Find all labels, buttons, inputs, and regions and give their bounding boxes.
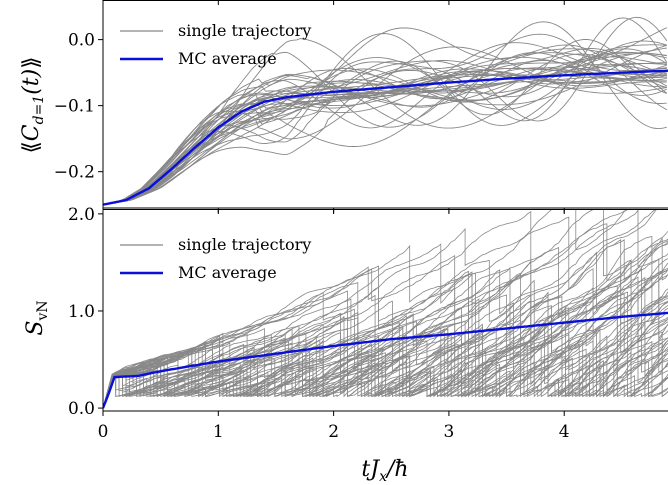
xlabel-rest: /ħ [385, 457, 409, 482]
top-axes-frame [102, 0, 668, 209]
bottom-single-trajectory [103, 240, 668, 409]
bottom-single-trajectory [103, 297, 668, 409]
top-trajectories [103, 16, 668, 206]
panel-top: 0.0 −0.1 −0.2 ⟪Cd=1(t)⟫ single trajectory … [19, 0, 668, 213]
bottom-ticks: 0.0 1.0 2.0 0 1 2 3 4 [68, 205, 570, 442]
top-single-trajectory [103, 53, 667, 206]
bottom-legend: single trajectory MC average [120, 235, 311, 282]
top-ytick-label: −0.2 [54, 163, 95, 183]
bottom-single-trajectory [103, 209, 629, 409]
bottom-ylabel-s: S [23, 321, 48, 336]
top-single-trajectory [103, 42, 667, 206]
top-single-trajectory [103, 16, 668, 206]
top-single-trajectory [103, 46, 667, 206]
bottom-single-trajectory [103, 209, 668, 409]
bottom-ytick-label: 0.0 [68, 399, 95, 419]
bottom-x-axis-label: tJx/ħ [361, 457, 408, 485]
xlabel-t: tJ [361, 457, 380, 482]
bottom-y-axis-label: SvN [23, 300, 51, 335]
bottom-single-trajectory [103, 258, 668, 409]
bottom-single-trajectory [103, 296, 668, 409]
bottom-single-trajectory [103, 243, 668, 409]
top-ticks: 0.0 −0.1 −0.2 [54, 0, 565, 213]
bottom-xtick-label: 0 [98, 422, 109, 442]
panel-bottom: 0.0 1.0 2.0 0 1 2 3 4 SvN tJx/ħ single trajecto… [23, 205, 668, 485]
top-legend-label-trajectory: single trajectory [178, 21, 311, 40]
top-ylabel-c: C [19, 124, 44, 141]
top-ylabel-close: ⟫ [19, 57, 44, 69]
bottom-ytick-label: 2.0 [68, 205, 95, 225]
bottom-single-trajectory [103, 241, 668, 409]
bottom-single-trajectory [103, 295, 668, 409]
top-single-trajectory [103, 67, 667, 206]
top-single-trajectory [103, 27, 668, 206]
bottom-mc-average-line [103, 311, 668, 409]
top-single-trajectory [103, 60, 667, 206]
bottom-legend-label-trajectory: single trajectory [178, 235, 311, 254]
bottom-single-trajectory [103, 321, 668, 409]
bottom-ylabel-sub: vN [35, 300, 51, 321]
top-single-trajectory [103, 33, 667, 206]
top-single-trajectory [103, 68, 667, 206]
bottom-single-trajectory [103, 300, 668, 409]
xlabel-sub: x [379, 469, 387, 485]
bottom-single-trajectory [103, 337, 668, 409]
bottom-trajectories [103, 209, 668, 409]
bottom-single-trajectory [103, 253, 668, 409]
top-ytick-label: 0.0 [68, 31, 95, 51]
bottom-single-trajectory [103, 271, 668, 409]
bottom-single-trajectory [103, 269, 668, 409]
bottom-xtick-label: 1 [213, 422, 224, 442]
top-single-trajectory [103, 56, 667, 206]
top-single-trajectory [103, 56, 667, 206]
top-legend-label-mc: MC average [178, 49, 277, 68]
bottom-xtick-label: 2 [328, 422, 339, 442]
bottom-single-trajectory [103, 243, 668, 409]
top-ytick-label: −0.1 [54, 97, 95, 117]
top-single-trajectory [103, 60, 667, 206]
bottom-ytick-label: 1.0 [68, 302, 95, 322]
top-single-trajectory [103, 17, 668, 206]
bottom-single-trajectory [103, 216, 668, 409]
bottom-xtick-label: 3 [444, 422, 455, 442]
top-legend: single trajectory MC average [120, 21, 311, 68]
bottom-single-trajectory [103, 210, 668, 409]
top-ylabel-rest: (t) [19, 69, 44, 95]
top-y-axis-label: ⟪Cd=1(t)⟫ [19, 57, 47, 154]
bottom-single-trajectory [103, 320, 668, 409]
bottom-single-trajectory [103, 209, 668, 409]
bottom-single-trajectory [103, 285, 668, 409]
bottom-single-trajectory [103, 317, 668, 409]
top-single-trajectory [103, 52, 667, 206]
bottom-axes-frame [102, 209, 668, 412]
top-single-trajectory [103, 64, 667, 206]
bottom-single-trajectory [103, 320, 668, 409]
top-ylabel-sub: d=1 [31, 95, 47, 125]
bottom-xtick-label: 4 [559, 422, 570, 442]
top-mc-average-line [103, 69, 668, 206]
bottom-legend-label-mc: MC average [178, 263, 277, 282]
bottom-single-trajectory [103, 209, 658, 409]
top-ylabel-open: ⟪ [19, 141, 44, 153]
top-single-trajectory [103, 66, 667, 206]
bottom-single-trajectory [103, 251, 668, 409]
